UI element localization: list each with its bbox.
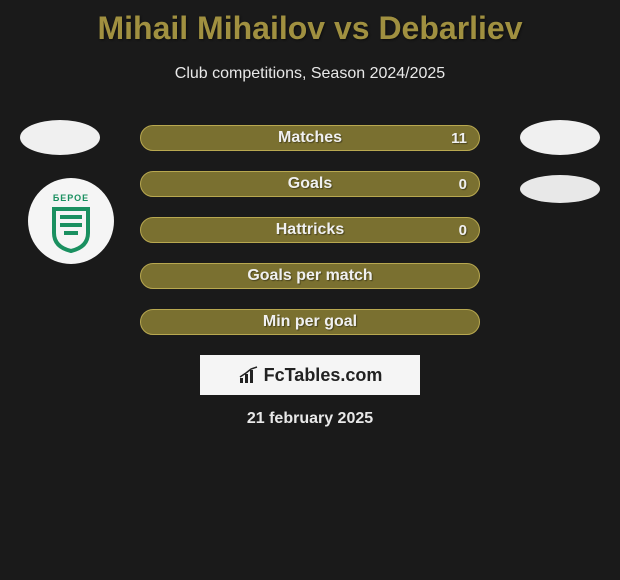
stat-value: 0 — [459, 176, 467, 193]
logo-text: FcTables.com — [238, 365, 383, 386]
stats-container: Matches 11 Goals 0 Hattricks 0 Goals per… — [140, 125, 480, 355]
stat-bar-min-per-goal: Min per goal — [140, 309, 480, 335]
club-badge-left: БЕРОЕ — [28, 178, 114, 264]
fctables-logo: FcTables.com — [200, 355, 420, 395]
player-right-avatar — [520, 120, 600, 155]
shield-icon — [50, 205, 92, 253]
stat-label: Hattricks — [276, 221, 344, 239]
stat-bar-hattricks: Hattricks 0 — [140, 217, 480, 243]
stat-label: Min per goal — [263, 313, 357, 331]
stat-value: 0 — [459, 222, 467, 239]
player-left-avatar — [20, 120, 100, 155]
club-badge-text: БЕРОЕ — [53, 193, 89, 203]
logo-label: FcTables.com — [264, 365, 383, 386]
stat-label: Goals per match — [247, 267, 372, 285]
stat-bar-matches: Matches 11 — [140, 125, 480, 151]
stat-label: Matches — [278, 129, 342, 147]
chart-icon — [238, 366, 260, 384]
date-text: 21 february 2025 — [247, 410, 373, 428]
stat-bar-goals: Goals 0 — [140, 171, 480, 197]
stat-bar-goals-per-match: Goals per match — [140, 263, 480, 289]
stat-label: Goals — [288, 175, 332, 193]
page-title: Mihail Mihailov vs Debarliev — [0, 0, 620, 47]
stat-value: 11 — [451, 130, 467, 147]
player-right-club-placeholder — [520, 175, 600, 203]
subtitle: Club competitions, Season 2024/2025 — [0, 65, 620, 83]
